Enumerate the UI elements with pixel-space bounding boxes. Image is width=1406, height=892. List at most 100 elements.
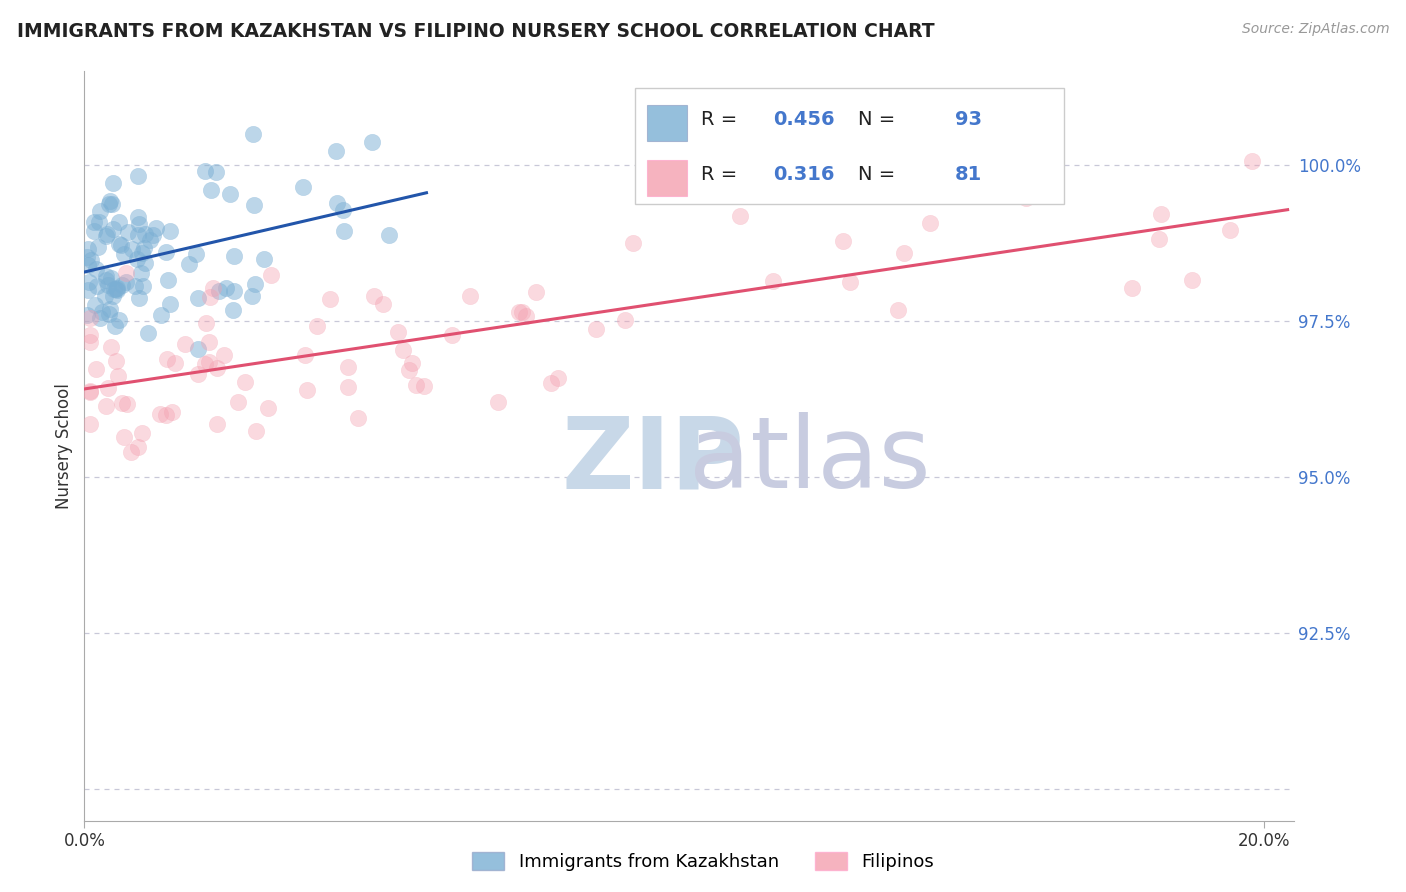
- Point: [94, 288, 117, 302]
- Point: [243, 198, 266, 212]
- Point: [87, 215, 110, 229]
- Point: [134, 256, 156, 270]
- Text: 0.316: 0.316: [773, 164, 835, 184]
- Point: [76, 309, 98, 323]
- Point: [100, 270, 122, 285]
- Point: [1219, 223, 1241, 237]
- Text: N =: N =: [858, 164, 901, 184]
- Point: [96, 227, 118, 241]
- Point: [198, 334, 221, 349]
- Point: [84, 362, 107, 376]
- Point: [162, 405, 184, 419]
- Point: [440, 328, 463, 343]
- Point: [97, 196, 120, 211]
- Point: [332, 202, 354, 217]
- Point: [89, 203, 111, 218]
- Point: [200, 183, 222, 197]
- Point: [134, 241, 156, 255]
- Point: [165, 356, 187, 370]
- Point: [547, 371, 569, 385]
- Point: [347, 411, 370, 425]
- Text: R =: R =: [702, 110, 744, 128]
- Point: [412, 379, 434, 393]
- Point: [76, 250, 98, 264]
- Point: [194, 316, 217, 330]
- Point: [100, 340, 122, 354]
- Point: [260, 268, 283, 282]
- Point: [294, 348, 316, 362]
- Point: [245, 424, 267, 438]
- Point: [253, 252, 276, 266]
- Point: [174, 337, 197, 351]
- Text: ZIP: ZIP: [561, 412, 744, 509]
- Point: [124, 278, 146, 293]
- Point: [129, 267, 152, 281]
- Point: [97, 381, 120, 395]
- Point: [111, 277, 134, 292]
- Point: [215, 281, 238, 295]
- Point: [79, 417, 101, 431]
- Point: [128, 291, 150, 305]
- Point: [508, 305, 530, 319]
- Point: [205, 361, 228, 376]
- Point: [1147, 232, 1170, 246]
- Point: [398, 362, 420, 376]
- Point: [295, 383, 318, 397]
- Point: [105, 283, 128, 297]
- Point: [136, 326, 159, 340]
- Point: [524, 285, 547, 300]
- Point: [101, 222, 124, 236]
- Point: [218, 187, 240, 202]
- Point: [105, 282, 128, 296]
- Point: [179, 257, 201, 271]
- Point: [84, 298, 107, 312]
- Point: [186, 247, 208, 261]
- Point: [104, 354, 127, 368]
- Point: [134, 227, 156, 241]
- Point: [127, 440, 149, 454]
- Point: [1240, 153, 1263, 168]
- Point: [98, 307, 121, 321]
- Point: [187, 342, 209, 356]
- Point: [77, 283, 100, 297]
- Point: [893, 246, 915, 260]
- Point: [197, 355, 219, 369]
- Point: [127, 211, 149, 225]
- Point: [242, 127, 264, 141]
- Point: [155, 245, 177, 260]
- Point: [235, 375, 257, 389]
- Point: [401, 356, 423, 370]
- Text: 93: 93: [955, 110, 981, 128]
- Bar: [647, 160, 686, 195]
- Point: [114, 247, 136, 261]
- Point: [89, 311, 111, 326]
- Y-axis label: Nursery School: Nursery School: [55, 383, 73, 509]
- Point: [94, 228, 117, 243]
- Point: [121, 242, 143, 256]
- Point: [107, 369, 129, 384]
- Point: [832, 234, 855, 248]
- Point: [337, 380, 360, 394]
- Point: [222, 303, 245, 318]
- Point: [371, 296, 394, 310]
- Point: [540, 376, 562, 391]
- Point: [98, 194, 121, 208]
- Text: atlas: atlas: [689, 412, 931, 509]
- Point: [336, 359, 359, 374]
- Point: [510, 305, 533, 319]
- Point: [77, 275, 100, 289]
- Point: [186, 291, 208, 305]
- Point: [127, 169, 149, 184]
- Point: [114, 267, 136, 281]
- Point: [125, 252, 148, 266]
- Point: [110, 237, 132, 252]
- Point: [79, 384, 101, 398]
- Point: [77, 258, 100, 272]
- Point: [100, 197, 122, 211]
- Point: [325, 145, 347, 159]
- Point: [101, 289, 124, 303]
- Point: [79, 310, 101, 325]
- Text: 0.456: 0.456: [773, 110, 835, 128]
- Point: [117, 397, 139, 411]
- Point: [207, 417, 229, 431]
